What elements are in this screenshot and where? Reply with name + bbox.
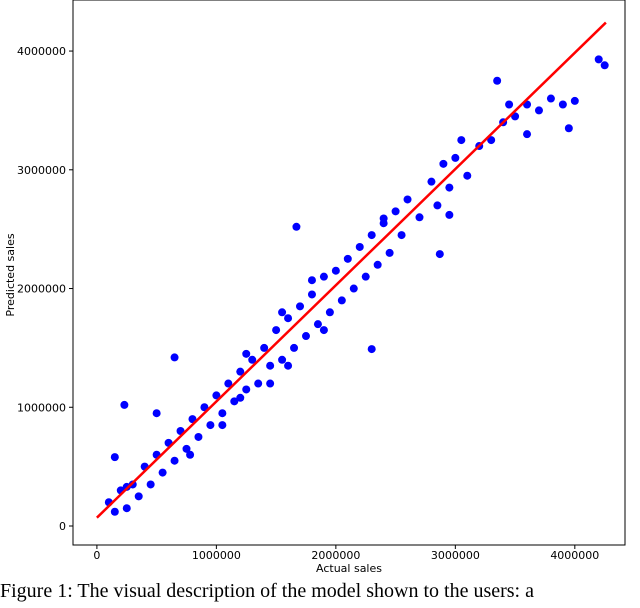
scatter-point [296, 302, 305, 311]
scatter-point [427, 177, 436, 186]
scatter-point [445, 210, 454, 219]
scatter-point [278, 308, 287, 317]
scatter-point [445, 183, 454, 192]
scatter-point [385, 248, 394, 257]
y-axis-label: Predicted sales [4, 233, 17, 316]
scatter-point [463, 171, 472, 180]
scatter-point [403, 195, 412, 204]
scatter-point [122, 482, 131, 491]
scatter-point [367, 345, 376, 354]
scatter-point [558, 100, 567, 109]
scatter-point [373, 260, 382, 269]
scatter-point [397, 231, 406, 240]
scatter-point [534, 106, 543, 115]
scatter-point [325, 308, 334, 317]
scatter-point [146, 480, 155, 489]
scatter-point [266, 379, 275, 388]
y-tick-label: 0 [59, 520, 66, 533]
fit-line [96, 21, 607, 519]
scatter-point [200, 403, 209, 412]
scatter-point [278, 355, 287, 364]
scatter-point [546, 94, 555, 103]
scatter-point [439, 159, 448, 168]
y-tick-label: 4000000 [17, 45, 66, 58]
scatter-point [260, 343, 269, 352]
scatter-point [242, 385, 251, 394]
y-tick-label: 2000000 [17, 283, 66, 296]
scatter-point [292, 222, 301, 231]
scatter-point [110, 453, 119, 462]
scatter-point [307, 276, 316, 285]
scatter-point [313, 320, 322, 329]
scatter-point [284, 361, 293, 370]
scatter-point [122, 504, 131, 513]
scatter-point [361, 272, 370, 281]
scatter-point [134, 492, 143, 501]
scatter-point [343, 254, 352, 263]
scatter-point [236, 393, 245, 402]
scatter-point [248, 355, 257, 364]
scatter-point [120, 400, 129, 409]
plot-frame [72, 0, 626, 546]
scatter-point [307, 290, 316, 299]
scatter-point [570, 96, 579, 105]
scatter-point [236, 367, 245, 376]
scatter-point [319, 326, 328, 335]
scatter-point [182, 444, 191, 453]
scatter-point [523, 130, 532, 139]
scatter-point [331, 266, 340, 275]
scatter-point [170, 456, 179, 465]
scatter-point [254, 379, 263, 388]
x-axis-label: Actual sales [316, 562, 382, 575]
scatter-point [272, 326, 281, 335]
scatter-point [230, 397, 239, 406]
scatter-point [391, 207, 400, 216]
scatter-point [379, 214, 388, 223]
scatter-point [319, 272, 328, 281]
x-tick-label: 0 [93, 549, 100, 562]
scatter-point [284, 314, 293, 323]
scatter-point [564, 124, 573, 133]
scatter-point [290, 343, 299, 352]
scatter-point [415, 213, 424, 222]
scatter-point [186, 450, 195, 459]
scatter-point [206, 421, 215, 430]
scatter-point [170, 353, 179, 362]
scatter-point [224, 379, 233, 388]
scatter-point [242, 349, 251, 358]
scatter-point [337, 296, 346, 305]
scatter-point [194, 432, 203, 441]
scatter-point [218, 421, 227, 430]
scatter-point [493, 76, 502, 85]
scatter-point [349, 284, 358, 293]
x-tick-label: 4000000 [550, 549, 599, 562]
scatter-point [152, 409, 161, 418]
x-tick-label: 1000000 [192, 549, 241, 562]
scatter-point [451, 153, 460, 162]
x-tick-label: 3000000 [431, 549, 480, 562]
y-tick-label: 1000000 [17, 401, 66, 414]
scatter-point [158, 468, 167, 477]
scatter-point [433, 201, 442, 210]
scatter-point [435, 250, 444, 259]
scatter-point [367, 231, 376, 240]
scatter-point [457, 136, 466, 145]
scatter-point [505, 100, 514, 109]
scatter-point [301, 332, 310, 341]
scatter-point [218, 409, 227, 418]
scatter-point [487, 136, 496, 145]
scatter-point [212, 391, 221, 400]
x-tick-label: 2000000 [311, 549, 360, 562]
scatter-point [594, 55, 603, 64]
scatter-point [266, 361, 275, 370]
scatter-point [110, 507, 119, 516]
scatter-point [355, 242, 364, 251]
scatter-point [600, 61, 609, 70]
caption: Figure 1: The visual description of the … [0, 580, 534, 602]
y-tick-label: 3000000 [17, 164, 66, 177]
